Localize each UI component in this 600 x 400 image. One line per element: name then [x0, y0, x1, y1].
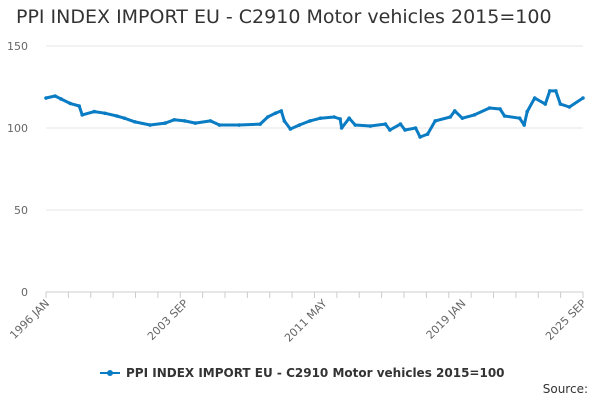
x-tick-label: 1996 JAN: [7, 297, 52, 342]
data-point: [80, 113, 85, 117]
data-point: [548, 89, 552, 93]
legend-label: PPI INDEX IMPORT EU - C2910 Motor vehicl…: [126, 366, 505, 380]
data-point: [353, 123, 358, 127]
data-point: [413, 126, 418, 130]
data-point: [217, 123, 222, 127]
x-tick-label: 2003 SEP: [145, 297, 191, 343]
data-point: [53, 94, 57, 98]
data-point: [383, 122, 388, 126]
data-point: [332, 115, 336, 119]
data-point: [193, 121, 198, 125]
data-point: [77, 104, 81, 108]
data-point: [44, 96, 48, 100]
data-point: [517, 116, 522, 120]
data-point: [398, 122, 403, 126]
data-point: [122, 116, 127, 120]
data-point: [338, 117, 342, 121]
data-point: [558, 102, 563, 106]
x-tick-label: 2019 JAN: [424, 297, 469, 342]
data-point: [567, 105, 572, 109]
data-point: [308, 119, 312, 123]
y-tick-label: 50: [14, 204, 28, 217]
data-point: [92, 109, 97, 114]
data-point: [148, 123, 152, 127]
data-point: [115, 114, 119, 118]
data-point: [182, 119, 187, 123]
data-point: [452, 109, 457, 113]
legend[interactable]: PPI INDEX IMPORT EU - C2910 Motor vehicl…: [100, 366, 505, 380]
data-point: [347, 116, 351, 120]
data-point: [237, 123, 241, 127]
data-point: [318, 116, 323, 120]
data-point: [133, 120, 137, 124]
data-point: [403, 128, 407, 132]
x-tick-label: 2011 MAY: [282, 297, 330, 345]
data-point: [258, 122, 262, 126]
data-point: [172, 118, 177, 122]
data-point: [368, 124, 373, 128]
data-point: [418, 135, 422, 139]
data-point: [543, 102, 548, 106]
data-point: [297, 123, 302, 127]
data-point: [163, 121, 167, 125]
data-point: [487, 106, 492, 110]
data-point: [433, 119, 437, 123]
data-point: [554, 89, 558, 93]
source-label: Source:: [542, 382, 588, 396]
data-point: [265, 115, 270, 119]
y-tick-label: 150: [7, 40, 28, 53]
data-point: [525, 109, 529, 114]
data-point: [498, 107, 502, 111]
data-point: [522, 123, 526, 127]
data-point: [273, 111, 278, 116]
legend-line-marker-icon: [100, 370, 120, 376]
data-point: [288, 127, 293, 131]
data-point: [208, 119, 213, 123]
y-tick-label: 0: [21, 286, 28, 299]
data-point: [388, 128, 392, 132]
data-point: [581, 96, 585, 100]
data-point: [339, 126, 344, 130]
series-line: [45, 89, 584, 139]
data-point: [460, 116, 465, 120]
data-point: [68, 101, 72, 106]
y-tick-label: 100: [7, 122, 28, 135]
data-point: [472, 113, 477, 117]
data-point: [59, 97, 63, 101]
chart-title: PPI INDEX IMPORT EU - C2910 Motor vehicl…: [16, 6, 552, 28]
data-point: [279, 109, 284, 113]
data-point: [502, 114, 507, 118]
data-point: [532, 96, 537, 100]
data-point: [103, 111, 107, 116]
data-point: [448, 115, 453, 119]
data-point: [282, 119, 287, 123]
data-point: [425, 132, 430, 136]
x-tick-label: 2025 SEP: [543, 297, 589, 343]
